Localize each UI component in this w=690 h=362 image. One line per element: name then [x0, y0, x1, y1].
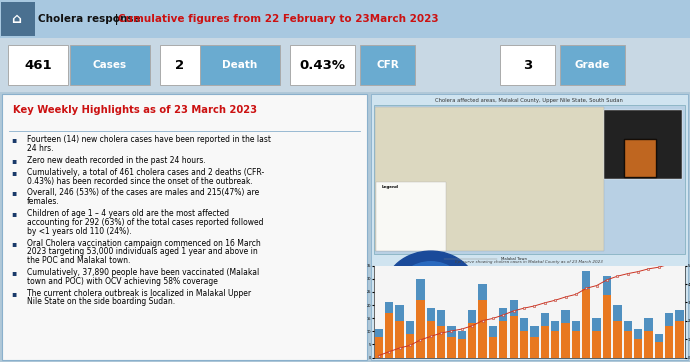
FancyBboxPatch shape	[376, 182, 446, 251]
Text: Cumulatively, 37,890 people have been vaccinated (Malakal: Cumulatively, 37,890 people have been va…	[27, 268, 259, 277]
Text: ▪: ▪	[11, 135, 17, 144]
Text: Overall, 246 (53%) of the cases are males and 215(47%) are: Overall, 246 (53%) of the cases are male…	[27, 189, 259, 198]
Text: Malakal: Malakal	[501, 289, 515, 293]
Text: Grade: Grade	[575, 60, 610, 70]
Text: 0.43%) has been recorded since the onset of the outbreak.: 0.43%) has been recorded since the onset…	[27, 177, 253, 186]
Text: ▪: ▪	[11, 209, 17, 218]
Text: 0.43%: 0.43%	[299, 59, 346, 72]
Text: Fourteen (14) new cholera cases have been reported in the last: Fourteen (14) new cholera cases have bee…	[27, 135, 271, 144]
Text: Canaan Village: Canaan Village	[501, 268, 530, 272]
Text: 2023 targeting 53,000 individuals aged 1 year and above in: 2023 targeting 53,000 individuals aged 1…	[27, 247, 257, 256]
Text: The current cholera outbreak is localized in Malakal Upper: The current cholera outbreak is localize…	[27, 289, 251, 298]
FancyBboxPatch shape	[70, 45, 150, 85]
Text: ▪: ▪	[11, 156, 17, 165]
Text: Key Weekly Highlights as of 23 March 2023: Key Weekly Highlights as of 23 March 202…	[13, 105, 257, 115]
Text: 171: 171	[427, 284, 435, 288]
Text: CFR: CFR	[376, 60, 399, 70]
Text: Cholera response: Cholera response	[38, 14, 141, 24]
Text: 321: 321	[427, 280, 435, 284]
Text: Death: Death	[222, 60, 257, 70]
Text: town and POC) with OCV achieving 58% coverage: town and POC) with OCV achieving 58% cov…	[27, 277, 218, 286]
Text: Legend: Legend	[382, 185, 399, 189]
Text: ▪: ▪	[11, 289, 17, 298]
Text: females.: females.	[27, 197, 59, 206]
FancyBboxPatch shape	[8, 45, 68, 85]
FancyBboxPatch shape	[290, 45, 355, 85]
Text: ▪: ▪	[11, 189, 17, 198]
FancyBboxPatch shape	[560, 45, 625, 85]
Circle shape	[419, 279, 443, 300]
FancyBboxPatch shape	[604, 110, 682, 179]
Text: Cases: Cases	[93, 60, 127, 70]
Text: Cumulative figures from 22 February to 23March 2023: Cumulative figures from 22 February to 2…	[118, 14, 439, 24]
FancyBboxPatch shape	[160, 45, 200, 85]
Circle shape	[397, 262, 464, 317]
Text: ▪: ▪	[11, 268, 17, 277]
Text: Cholera affected areas, Malakal County, Upper Nile State, South Sudan: Cholera affected areas, Malakal County, …	[435, 98, 623, 103]
Text: Malakal Town: Malakal Town	[501, 257, 526, 261]
FancyBboxPatch shape	[624, 139, 656, 177]
FancyBboxPatch shape	[621, 274, 676, 319]
Text: Oral Cholera vaccination campaign commenced on 16 March: Oral Cholera vaccination campaign commen…	[27, 239, 261, 248]
Text: 3: 3	[644, 291, 652, 301]
Text: ▪: ▪	[11, 168, 17, 177]
Circle shape	[385, 251, 477, 328]
FancyBboxPatch shape	[360, 45, 415, 85]
Text: Southern Benter: Southern Benter	[501, 278, 533, 282]
Text: Nile State on the side boarding Sudan.: Nile State on the side boarding Sudan.	[27, 297, 175, 306]
Circle shape	[409, 272, 453, 308]
Text: the POC and Malakal town.: the POC and Malakal town.	[27, 256, 130, 265]
Text: Cumulatively, a total of 461 cholera cases and 2 deaths (CFR-: Cumulatively, a total of 461 cholera cas…	[27, 168, 264, 177]
Text: 5: 5	[430, 288, 432, 292]
Text: Children of age 1 – 4 years old are the most affected: Children of age 1 – 4 years old are the …	[27, 209, 229, 218]
Text: |: |	[111, 13, 122, 25]
Text: 83: 83	[428, 286, 433, 290]
Text: accounting for 292 (63%) of the total cases reported followed: accounting for 292 (63%) of the total ca…	[27, 218, 264, 227]
Text: Zero new death recorded in the past 24 hours.: Zero new death recorded in the past 24 h…	[27, 156, 206, 165]
FancyBboxPatch shape	[374, 105, 684, 254]
FancyBboxPatch shape	[500, 45, 555, 85]
Text: 24 hrs.: 24 hrs.	[27, 144, 53, 153]
Text: 3: 3	[523, 59, 532, 72]
FancyBboxPatch shape	[375, 108, 604, 251]
Text: ⌂: ⌂	[11, 12, 21, 26]
FancyBboxPatch shape	[200, 45, 280, 85]
Text: by <1 years old 110 (24%).: by <1 years old 110 (24%).	[27, 227, 132, 236]
Text: 461: 461	[24, 59, 52, 72]
Text: Epi curve showing cholera cases in Malakal County as of 23 March 2023: Epi curve showing cholera cases in Malak…	[455, 260, 603, 264]
Text: ▪: ▪	[11, 239, 17, 248]
Text: 2: 2	[175, 59, 184, 72]
